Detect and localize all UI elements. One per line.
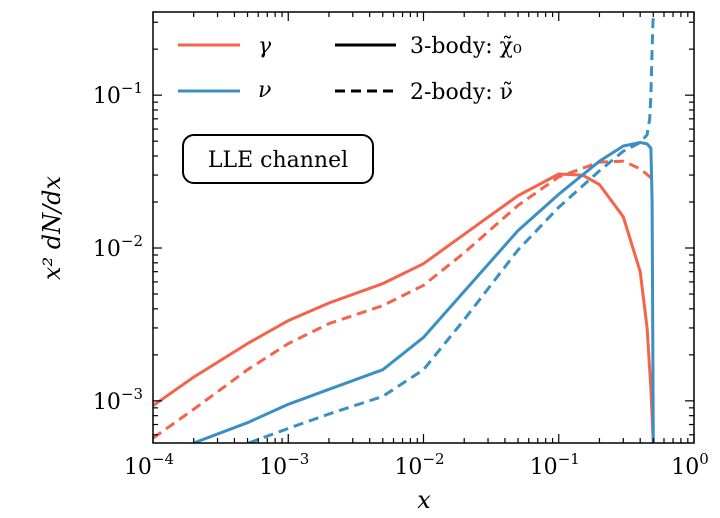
legend-label-gamma: γ bbox=[258, 34, 272, 59]
annotation-text: LLE channel bbox=[208, 148, 348, 173]
y-tick-label: 10−2 bbox=[93, 232, 143, 262]
y-axis-label: x² dN/dx bbox=[38, 175, 66, 280]
y-tick-label: 10−1 bbox=[93, 79, 143, 109]
x-tick-label: 10−3 bbox=[259, 450, 309, 480]
x-tick-label: 10−2 bbox=[394, 450, 444, 480]
channel-annotation: LLE channel bbox=[183, 135, 373, 183]
legend-label-nu: ν bbox=[258, 78, 271, 103]
x-axis-label: x bbox=[417, 486, 431, 514]
y-tick-label: 10−3 bbox=[93, 385, 143, 415]
legend-label-2-body: 2-body: ν̃ bbox=[410, 80, 513, 105]
legend-label-3-body: 3-body: χ̃₀ bbox=[410, 34, 522, 59]
x-tick-label: 100 bbox=[671, 450, 709, 480]
x-tick-label: 10−1 bbox=[530, 450, 580, 480]
x-tick-label: 10−4 bbox=[124, 450, 174, 480]
